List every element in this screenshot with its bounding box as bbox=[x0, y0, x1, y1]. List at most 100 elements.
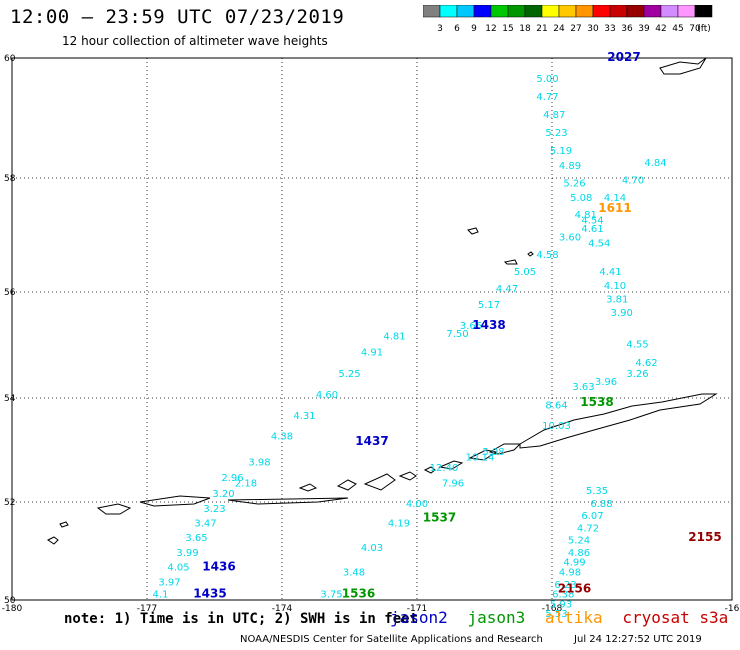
coastline-segment bbox=[59, 521, 69, 528]
scale-value: 3 bbox=[437, 24, 443, 34]
coastline-segment bbox=[527, 251, 534, 257]
swh-value: 3.90 bbox=[611, 308, 633, 319]
note-text: note: 1) Time is in UTC; 2) SWH is in fe… bbox=[64, 611, 419, 627]
coastline-segment bbox=[467, 227, 479, 235]
swh-value: 4.47 bbox=[496, 284, 518, 295]
swh-value: 6.38 bbox=[552, 590, 574, 601]
scale-value: 6 bbox=[454, 24, 460, 34]
track-1538: 1538 bbox=[580, 395, 613, 409]
swh-value: 7.50 bbox=[446, 329, 468, 340]
legend-cryosat-s3a: cryosat s3a bbox=[622, 608, 729, 627]
coastline-segment bbox=[468, 449, 498, 461]
y-tick-label: 52 bbox=[4, 498, 15, 508]
swh-value: 3.20 bbox=[212, 489, 234, 500]
scale-value: 42 bbox=[655, 24, 666, 34]
y-tick-label: 60 bbox=[4, 54, 16, 64]
track-label: 1437 bbox=[355, 434, 388, 448]
swh-value: 12.40 bbox=[430, 463, 459, 474]
swh-value: 3.63 bbox=[572, 382, 594, 393]
swh-value: 3.48 bbox=[343, 568, 365, 579]
coastline-segment bbox=[363, 473, 396, 491]
swh-value: 4.1 bbox=[153, 590, 169, 601]
y-tick-label: 56 bbox=[4, 288, 16, 298]
swh-value: 4.62 bbox=[635, 358, 657, 369]
swh-value: 5.25 bbox=[338, 369, 360, 380]
swh-value: 5.00 bbox=[536, 74, 558, 85]
swh-value: 5.35 bbox=[586, 486, 608, 497]
scale-value: 18 bbox=[519, 24, 531, 34]
color-scale: 3 6 9 12 15 18 21 24 27 30 33 36 39 42 45 70(ft) bbox=[423, 5, 713, 34]
swh-value: 4.98 bbox=[559, 568, 581, 579]
swh-value: 3.65 bbox=[185, 533, 207, 544]
swh-value: 5.17 bbox=[478, 300, 500, 311]
scale-value: 15 bbox=[502, 24, 513, 34]
swh-value: 4.54 bbox=[581, 216, 603, 227]
track-label: 1436 bbox=[202, 560, 235, 574]
coastline-segment bbox=[398, 471, 417, 481]
swh-value: 5.08 bbox=[482, 447, 504, 458]
legend-jason2: jason2 bbox=[390, 608, 448, 627]
swh-value: 4.72 bbox=[577, 523, 599, 534]
coastline-segment bbox=[139, 495, 211, 507]
swh-value: 4.19 bbox=[388, 519, 410, 530]
coastline-segment bbox=[47, 536, 59, 545]
coastline-segment bbox=[519, 393, 718, 449]
legend-jason3: jason3 bbox=[467, 608, 526, 627]
swh-value: 8.64 bbox=[545, 400, 567, 411]
swh-value: 4.14 bbox=[604, 193, 626, 204]
track-label: 2156 bbox=[558, 582, 591, 596]
swh-value: 4.89 bbox=[559, 161, 581, 172]
scale-value: 21 bbox=[536, 24, 547, 34]
scale-value: 39 bbox=[638, 24, 650, 34]
coastline bbox=[47, 57, 718, 545]
swh-value: 3.81 bbox=[606, 295, 628, 306]
scale-value: 30 bbox=[587, 24, 599, 34]
swh-value: 3.66 bbox=[460, 321, 482, 332]
swh-value: 3.47 bbox=[194, 519, 216, 530]
coastline-segment bbox=[488, 443, 522, 455]
coastline-segment bbox=[423, 466, 436, 474]
scale-value: 70 bbox=[689, 24, 701, 34]
swh-value: 4.81 bbox=[575, 210, 597, 221]
swh-value: 4.38 bbox=[271, 432, 293, 443]
coastline-segment bbox=[659, 57, 707, 75]
swh-value: 4.60 bbox=[316, 390, 338, 401]
swh-value: 5.05 bbox=[514, 267, 536, 278]
swh-value: 5.93 bbox=[550, 599, 572, 610]
track-label: 1435 bbox=[193, 587, 226, 601]
swh-value: 5.26 bbox=[563, 179, 585, 190]
scale-value: 33 bbox=[604, 24, 615, 34]
footer-credit: NOAA/NESDIS Center for Satellite Applica… bbox=[240, 634, 543, 645]
y-tick-label: 58 bbox=[4, 174, 16, 184]
swh-value: 3.96 bbox=[595, 377, 617, 388]
scale-unit: (ft) bbox=[697, 24, 711, 34]
swh-value: 6.23 bbox=[554, 580, 576, 591]
swh-value: 6.88 bbox=[590, 499, 612, 510]
page-title: 12:00 – 23:59 UTC 07/23/2019 bbox=[10, 6, 345, 28]
swh-value: 7.96 bbox=[442, 478, 464, 489]
scale-value: 36 bbox=[621, 24, 633, 34]
track-1435: 4.1 3.97 4.05 3.99 3.65 3.47 3.23 3.20 2.96 1435 bbox=[153, 473, 244, 600]
track-label: 1438 bbox=[472, 318, 505, 332]
x-tick-label: -16 bbox=[725, 604, 740, 614]
track-1536: 3.753.48 4.03 4.19 4.00 1536 bbox=[320, 499, 428, 601]
swh-value: 3.26 bbox=[626, 369, 648, 380]
coastline-segment bbox=[336, 479, 357, 491]
swh-value: 4.70 bbox=[622, 176, 644, 187]
swh-value: 3.60 bbox=[559, 233, 581, 244]
x-tick-label: -180 bbox=[2, 604, 23, 614]
swh-value: 4.00 bbox=[406, 499, 428, 510]
scale-value: 27 bbox=[570, 24, 581, 34]
scale-value: 24 bbox=[553, 24, 565, 34]
track-label: 1538 bbox=[580, 395, 613, 409]
swh-value: 2.96 bbox=[221, 473, 243, 484]
track-1437: 2.18 3.98 4.384.314.605.254.914.81 1437 bbox=[235, 332, 406, 490]
legend-altika: altika bbox=[544, 608, 603, 627]
page-subtitle: 12 hour collection of altimeter wave hei… bbox=[62, 34, 328, 48]
swh-value: 4.41 bbox=[599, 267, 621, 278]
swh-value: 4.86 bbox=[568, 548, 590, 559]
track-label: 2027 bbox=[607, 50, 640, 64]
track-1611: 1611 bbox=[598, 201, 631, 215]
swh-value: 5.08 bbox=[570, 193, 592, 204]
